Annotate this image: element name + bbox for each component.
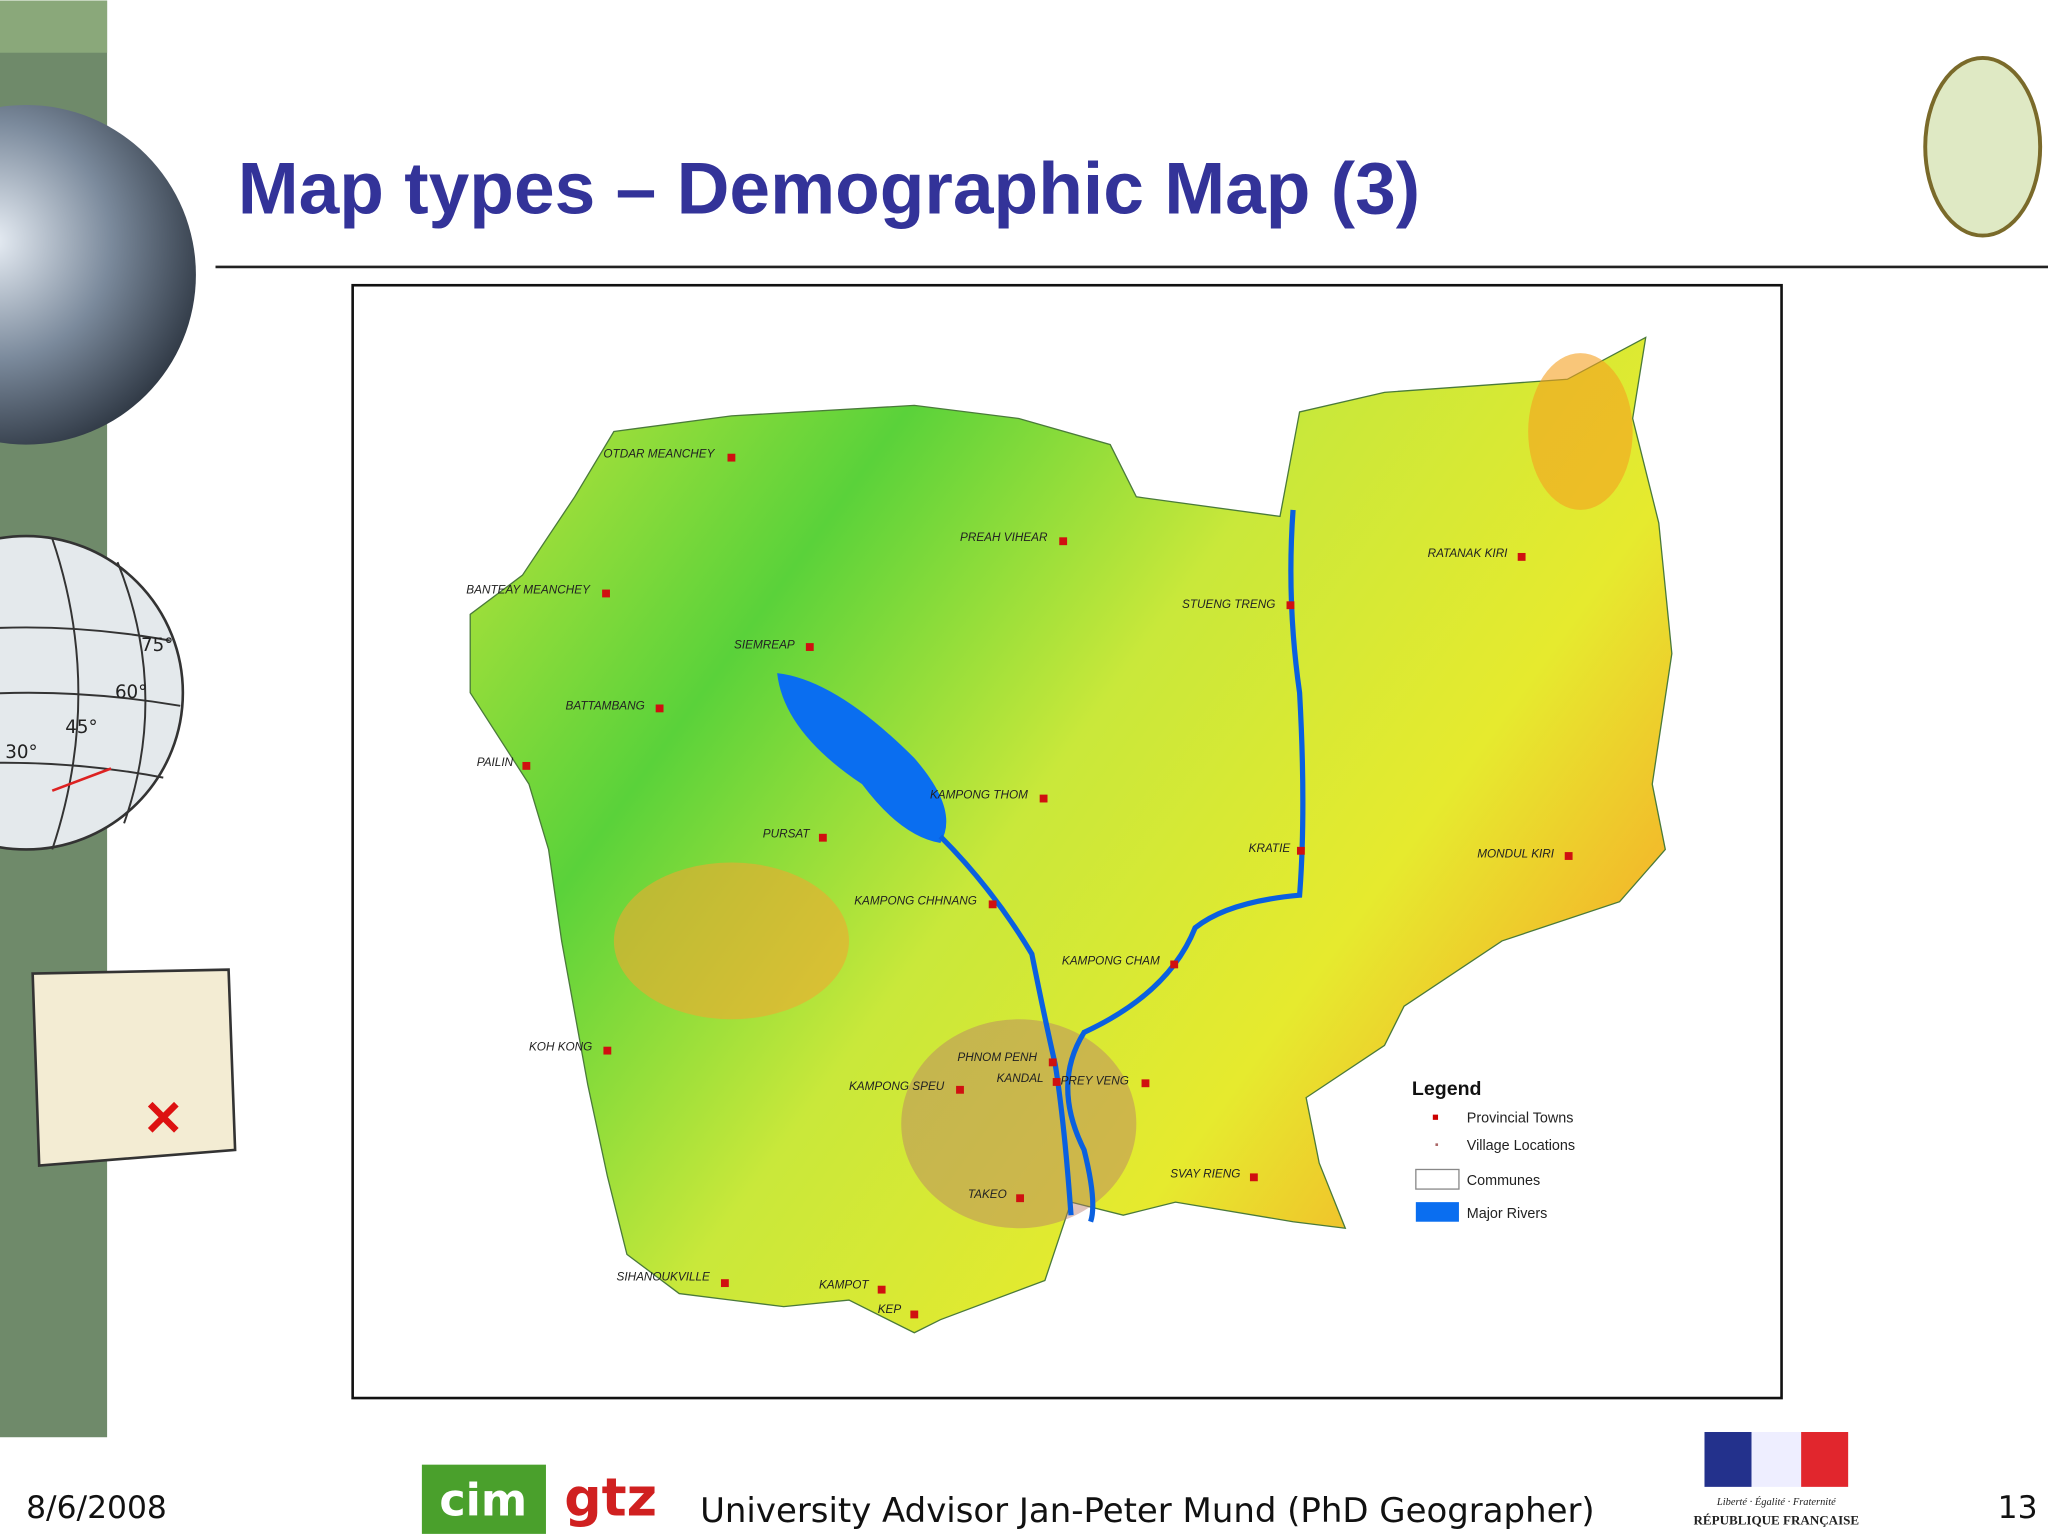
- globe-grid: [0, 534, 185, 851]
- province-label: KAMPONG CHHNANG: [854, 894, 977, 907]
- gtz-logo-text: gtz: [564, 1469, 657, 1529]
- province-label: SIHANOUKVILLE: [616, 1271, 710, 1284]
- treasure-map-icon: [31, 968, 237, 1167]
- provincial-town: [1059, 537, 1068, 546]
- province-label: STUENG TRENG: [1182, 598, 1275, 611]
- province-label: KAMPOT: [819, 1278, 869, 1291]
- provincial-town: [727, 453, 736, 462]
- provincial-town: [602, 589, 610, 598]
- provincial-town: [818, 833, 827, 842]
- provincial-town: [956, 1085, 964, 1094]
- globe-label: 30°: [5, 742, 37, 763]
- province-label: KANDAL: [997, 1072, 1044, 1085]
- province-label: KAMPONG CHAM: [1062, 954, 1160, 967]
- globe-photo: [0, 105, 196, 445]
- province-label: MONDUL KIRI: [1477, 847, 1555, 860]
- province-label: SVAY RIENG: [1170, 1167, 1240, 1180]
- province-label: TAKEO: [968, 1188, 1007, 1201]
- legend-item: Village Locations: [1467, 1138, 1575, 1154]
- provincial-town: [655, 704, 664, 713]
- republic-motto: Liberté · Égalité · Fraternité: [1716, 1496, 1837, 1508]
- province-label: SIEMREAP: [734, 638, 795, 651]
- globe-label: 75°: [141, 635, 173, 656]
- legend-title: Legend: [1412, 1078, 1482, 1100]
- tonle-sap-lake: [777, 673, 947, 843]
- province-label: KAMPONG THOM: [930, 789, 1028, 802]
- province-label: RATANAK KIRI: [1428, 547, 1509, 560]
- provincial-town: [1052, 1078, 1061, 1086]
- legend-swatch-town: [1432, 1114, 1439, 1120]
- major-river: [938, 509, 1306, 1223]
- village-density: [901, 1019, 1137, 1229]
- legend-item: Communes: [1467, 1173, 1540, 1189]
- province-label: KEP: [878, 1303, 902, 1316]
- province-label: OTDAR MEANCHEY: [603, 448, 715, 461]
- provincial-town: [720, 1279, 729, 1288]
- provincial-town: [1296, 846, 1305, 855]
- province-label: PURSAT: [763, 828, 811, 841]
- provincial-town: [1048, 1058, 1057, 1067]
- provincial-town: [1564, 852, 1573, 860]
- province-label: KRATIE: [1249, 842, 1291, 855]
- provincial-town: [910, 1310, 919, 1319]
- republic-name: RÉPUBLIQUE FRANÇAISE: [1693, 1513, 1859, 1528]
- legend-swatch-rivers: [1415, 1202, 1459, 1222]
- page-number: 13: [1998, 1490, 2038, 1526]
- cim-logo-text: cim: [439, 1476, 527, 1527]
- provincial-town: [1286, 601, 1295, 610]
- province-label: PREY VENG: [1061, 1075, 1129, 1088]
- provincial-town: [603, 1046, 612, 1055]
- footer-date: 8/6/2008: [26, 1490, 167, 1526]
- legend-item: Provincial Towns: [1467, 1110, 1574, 1126]
- globe-label: 45°: [65, 717, 97, 738]
- highland-area: [613, 862, 849, 1020]
- highland-area: [1528, 353, 1633, 510]
- treasure-x: [147, 1101, 179, 1133]
- provincial-town: [1039, 794, 1048, 803]
- provincial-town: [1170, 960, 1179, 969]
- province-label: PAILIN: [477, 756, 514, 769]
- provincial-town: [805, 643, 814, 651]
- flag-red: [1801, 1432, 1849, 1487]
- province-label: KOH KONG: [529, 1041, 592, 1054]
- provincial-town: [988, 900, 997, 909]
- province-label: BATTAMBANG: [566, 700, 645, 713]
- map: [469, 336, 1673, 1334]
- side-strip-top: [0, 0, 108, 53]
- province-label: KAMPONG SPEU: [849, 1080, 945, 1093]
- provincial-town: [1016, 1194, 1024, 1203]
- province-label: PHNOM PENH: [957, 1051, 1037, 1064]
- footer-advisor: University Advisor Jan-Peter Mund (PhD G…: [700, 1491, 1595, 1531]
- province-label: PREAH VIHEAR: [960, 531, 1048, 544]
- slide-title: Map types – Demographic Map (3): [238, 148, 1420, 229]
- globe-lines: [0, 538, 181, 850]
- cim-logo: [421, 1464, 546, 1534]
- flag-blue: [1704, 1432, 1752, 1487]
- provincial-town: [877, 1285, 886, 1294]
- provincial-town: [1249, 1173, 1258, 1182]
- legend-item: Major Rivers: [1467, 1206, 1548, 1222]
- crest-logo: [1923, 56, 2043, 238]
- provincial-town: [522, 761, 531, 770]
- provincial-town: [1517, 552, 1526, 561]
- globe-label: 60°: [115, 682, 147, 703]
- legend-swatch-village: [1435, 1143, 1439, 1146]
- globe-arrow: [51, 767, 112, 792]
- country-shape: [469, 336, 1673, 1334]
- legend-swatch-communes: [1415, 1168, 1460, 1190]
- provincial-town: [1141, 1079, 1150, 1088]
- province-label: BANTEAY MEANCHEY: [466, 583, 591, 596]
- flag-white: [1751, 1432, 1802, 1487]
